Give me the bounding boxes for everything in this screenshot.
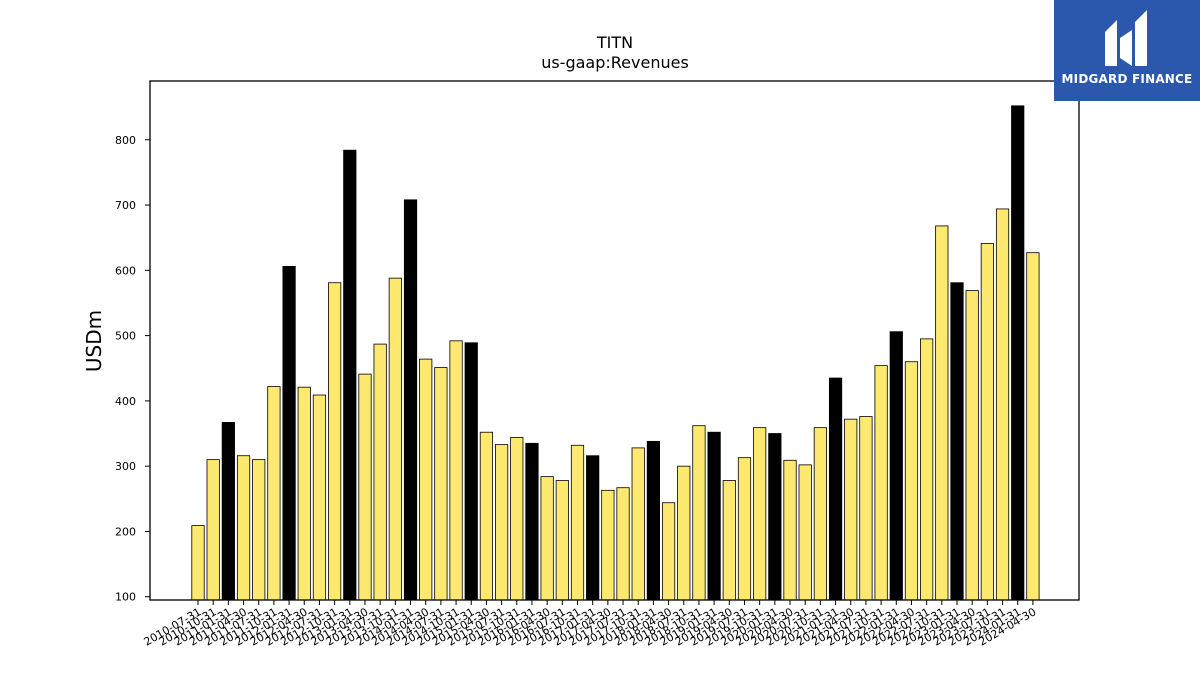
bar-2021-01-31 xyxy=(828,377,843,601)
bar-2016-07-31 xyxy=(555,480,569,601)
bar-2017-04-30 xyxy=(601,489,615,601)
bar-2021-10-31 xyxy=(874,365,888,601)
bar-2024-04-30 xyxy=(1026,252,1040,601)
bar-2014-04-30 xyxy=(419,358,433,601)
bar-2019-10-31 xyxy=(753,427,767,601)
bar-2022-01-31 xyxy=(889,331,903,601)
bar-2015-10-31 xyxy=(510,437,524,601)
bars-group xyxy=(191,105,1040,601)
bar-2011-04-30 xyxy=(236,455,251,601)
y-tick-label: 100 xyxy=(115,591,136,604)
midgard-logo-icon xyxy=(1105,10,1147,66)
bar-2014-10-31 xyxy=(449,340,463,601)
bar-2015-01-31 xyxy=(464,342,478,601)
x-axis: 2010-07-312010-10-312011-01-312011-04-30… xyxy=(142,600,1038,649)
bar-2019-01-31 xyxy=(707,431,721,601)
bar-2014-01-31 xyxy=(403,199,418,601)
bar-2023-07-31 xyxy=(980,243,994,601)
brand-logo: MIDGARD FINANCE xyxy=(1054,0,1200,101)
bar-2011-10-31 xyxy=(267,386,281,601)
y-axis-label: USDm xyxy=(82,310,106,372)
bar-2021-07-31 xyxy=(859,416,873,601)
chart-title: TITN xyxy=(596,33,633,52)
bar-2012-04-30 xyxy=(297,386,311,601)
y-tick-label: 600 xyxy=(115,264,136,277)
bar-2013-01-31 xyxy=(343,149,357,601)
bar-2018-01-31 xyxy=(646,440,661,601)
bar-2022-10-31 xyxy=(935,225,949,601)
bar-2022-04-30 xyxy=(904,361,919,601)
bar-2019-04-30 xyxy=(722,480,736,601)
bar-2016-01-31 xyxy=(525,442,539,601)
bar-2015-04-30 xyxy=(479,431,494,601)
bar-2013-07-31 xyxy=(373,343,387,601)
bar-2021-04-30 xyxy=(844,418,858,601)
bar-2015-07-31 xyxy=(494,444,509,601)
bar-2020-04-30 xyxy=(783,459,797,601)
bar-2014-07-31 xyxy=(434,367,448,601)
bar-2012-10-31 xyxy=(328,282,342,601)
y-tick-label: 700 xyxy=(115,199,136,212)
bar-2013-10-31 xyxy=(388,277,402,601)
y-tick-label: 400 xyxy=(115,395,136,408)
y-tick-label: 300 xyxy=(115,460,136,473)
bar-2020-01-31 xyxy=(768,433,782,601)
chart-subtitle: us-gaap:Revenues xyxy=(541,53,689,72)
bar-2016-10-31 xyxy=(570,444,585,601)
bar-2010-07-31 xyxy=(191,525,205,601)
bar-2012-01-31 xyxy=(282,265,296,601)
logo-text: MIDGARD FINANCE xyxy=(1061,72,1193,86)
bar-2011-01-31 xyxy=(221,422,235,601)
bar-2013-04-30 xyxy=(358,373,372,601)
plot-frame xyxy=(149,80,1080,601)
bar-2017-01-31 xyxy=(586,455,600,601)
bar-2017-07-31 xyxy=(616,487,630,601)
bar-2010-10-31 xyxy=(206,459,220,601)
bar-2023-04-30 xyxy=(965,290,979,601)
bar-2017-10-31 xyxy=(631,447,645,601)
bar-2024-01-31 xyxy=(1011,105,1025,601)
bar-2023-01-31 xyxy=(950,282,964,601)
bar-2016-04-30 xyxy=(540,476,554,601)
bar-2023-10-31 xyxy=(995,208,1010,601)
bar-2011-07-31 xyxy=(252,459,266,601)
y-tick-label: 800 xyxy=(115,134,136,147)
bar-2022-07-31 xyxy=(920,338,934,601)
bar-2018-07-31 xyxy=(677,465,691,601)
y-tick-label: 500 xyxy=(115,330,136,343)
bar-2018-10-31 xyxy=(692,425,706,601)
bar-2020-07-31 xyxy=(798,464,812,601)
bar-2020-10-31 xyxy=(813,427,827,601)
y-tick-label: 200 xyxy=(115,525,136,538)
bar-2012-07-31 xyxy=(312,394,327,601)
bar-2018-04-30 xyxy=(661,502,676,601)
bar-2019-07-31 xyxy=(737,457,752,601)
y-axis: 100 200 300 400 500 600 700 800 xyxy=(115,134,150,604)
